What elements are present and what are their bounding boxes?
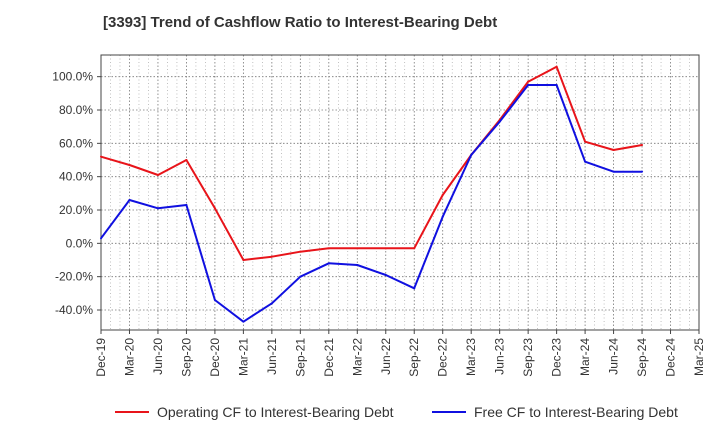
data-point bbox=[299, 250, 302, 253]
data-point bbox=[470, 154, 473, 156]
legend-swatch-operating-cf bbox=[115, 411, 149, 413]
data-point bbox=[612, 170, 615, 173]
x-tick-label: Sep-20 bbox=[179, 338, 193, 377]
x-tick-label: Jun-23 bbox=[493, 338, 507, 375]
data-point bbox=[100, 155, 102, 158]
x-tick-label: Jun-24 bbox=[607, 338, 621, 375]
data-point bbox=[584, 140, 587, 143]
data-point bbox=[213, 207, 216, 210]
data-point bbox=[498, 120, 501, 123]
data-point bbox=[527, 84, 530, 86]
legend-label-operating-cf: Operating CF to Interest-Bearing Debt bbox=[157, 404, 394, 420]
data-point bbox=[584, 160, 587, 163]
y-tick-label: -40.0% bbox=[55, 303, 93, 317]
data-point bbox=[128, 164, 131, 166]
data-point bbox=[555, 65, 558, 68]
data-point bbox=[270, 255, 273, 258]
x-tick-label: Mar-25 bbox=[692, 338, 706, 376]
data-point bbox=[327, 247, 330, 250]
x-tick-label: Jun-22 bbox=[379, 338, 393, 375]
x-tick-label: Sep-23 bbox=[521, 338, 535, 377]
x-tick-label: Dec-20 bbox=[208, 338, 222, 377]
legend-item-free-cf: Free CF to Interest-Bearing Debt bbox=[432, 404, 678, 420]
x-tick-label: Dec-23 bbox=[550, 338, 564, 377]
x-tick-label: Dec-21 bbox=[322, 338, 336, 377]
y-tick-label: 60.0% bbox=[59, 136, 93, 150]
x-tick-label: Sep-21 bbox=[293, 338, 307, 377]
data-point bbox=[356, 247, 359, 250]
plot-frame bbox=[100, 54, 700, 331]
x-tick-label: Dec-19 bbox=[94, 338, 108, 377]
y-tick-label: 40.0% bbox=[59, 170, 93, 184]
data-point bbox=[270, 302, 273, 305]
data-point bbox=[641, 170, 644, 173]
y-tick-label: 0.0% bbox=[66, 236, 94, 250]
x-tick-label: Mar-23 bbox=[464, 338, 478, 376]
y-tick-label: -20.0% bbox=[55, 270, 93, 284]
x-tick-label: Mar-21 bbox=[236, 338, 250, 376]
data-point bbox=[242, 259, 245, 261]
series-line-1 bbox=[100, 65, 643, 261]
data-point bbox=[384, 247, 387, 250]
data-point bbox=[156, 207, 159, 210]
grid-lines bbox=[101, 55, 699, 330]
x-tick-label: Dec-24 bbox=[664, 338, 678, 377]
x-tick-label: Sep-24 bbox=[635, 338, 649, 377]
data-point bbox=[413, 247, 416, 250]
data-point bbox=[384, 274, 387, 276]
data-point bbox=[612, 149, 615, 151]
data-point bbox=[185, 204, 188, 206]
data-point bbox=[100, 237, 102, 240]
legend-swatch-free-cf bbox=[432, 411, 466, 413]
y-tick-label: 80.0% bbox=[59, 103, 93, 117]
x-tick-label: Sep-22 bbox=[407, 338, 421, 377]
series-lines bbox=[100, 65, 644, 323]
legend-item-operating-cf: Operating CF to Interest-Bearing Debt bbox=[115, 404, 394, 420]
x-tick-label: Dec-22 bbox=[436, 338, 450, 377]
y-tick-label: 20.0% bbox=[59, 203, 93, 217]
data-point bbox=[441, 194, 444, 196]
data-point bbox=[327, 262, 330, 265]
y-axis: 100.0% 80.0% 60.0% 40.0% 20.0% 0.0% -20.0% -40.… bbox=[52, 70, 101, 317]
x-tick-label: Mar-22 bbox=[350, 338, 364, 376]
data-point bbox=[156, 174, 159, 176]
data-point bbox=[527, 80, 530, 83]
x-tick-label: Mar-20 bbox=[122, 338, 136, 376]
series-line-2 bbox=[100, 84, 642, 323]
data-point bbox=[356, 264, 359, 266]
x-tick-label: Jun-21 bbox=[265, 338, 279, 375]
data-point bbox=[413, 287, 416, 290]
legend-label-free-cf: Free CF to Interest-Bearing Debt bbox=[474, 404, 678, 420]
chart-title: [3393] Trend of Cashflow Ratio to Intere… bbox=[103, 14, 498, 31]
data-point bbox=[185, 159, 188, 161]
data-point bbox=[213, 299, 216, 301]
x-tick-label: Jun-20 bbox=[151, 338, 165, 375]
data-point bbox=[641, 144, 644, 146]
y-tick-label: 100.0% bbox=[52, 70, 93, 84]
data-point bbox=[555, 84, 558, 86]
x-axis: Dec-19 Mar-20 Jun-20 Sep-20 Dec-20 Mar-21 Jun-… bbox=[94, 330, 706, 377]
x-tick-label: Mar-24 bbox=[578, 338, 592, 376]
data-point bbox=[128, 199, 131, 201]
data-point bbox=[242, 320, 245, 323]
data-point bbox=[441, 215, 444, 218]
data-point bbox=[299, 275, 302, 278]
